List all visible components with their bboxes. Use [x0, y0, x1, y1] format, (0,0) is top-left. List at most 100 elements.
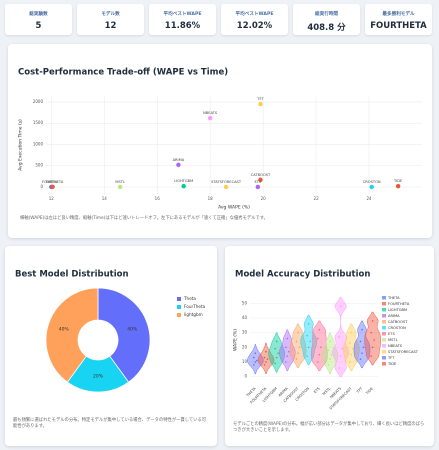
legend-label: THETA [387, 296, 400, 300]
point-label: TFT [256, 97, 264, 101]
x-tick-label: ARIMA [278, 386, 289, 397]
point [297, 352, 299, 354]
point [295, 340, 298, 343]
point [266, 358, 269, 360]
violin [311, 320, 328, 372]
legend-swatch [382, 344, 386, 348]
point [327, 349, 330, 352]
point [370, 331, 372, 334]
point [320, 346, 322, 349]
legend-swatch [382, 338, 386, 342]
point [349, 361, 351, 363]
point [286, 355, 289, 357]
chart-title: Model Accuracy Distribution [235, 270, 370, 280]
stat-label: 平均ベストWAPE [235, 12, 274, 17]
point [297, 331, 299, 334]
point [371, 346, 374, 349]
point [254, 352, 257, 354]
point [223, 184, 229, 190]
stat-value: 12.02% [236, 21, 273, 31]
legend-label: lightgbm [184, 312, 203, 317]
point [285, 361, 287, 363]
violin [364, 311, 381, 366]
y-tick-label: 50 [242, 300, 248, 305]
point-label: ETS [254, 180, 261, 184]
pie-slice [97, 287, 151, 383]
legend-label: FourTheta [184, 304, 206, 309]
y-tick-label: 10 [242, 359, 248, 364]
point [349, 342, 351, 344]
point [338, 336, 340, 338]
point [318, 328, 321, 331]
point [373, 339, 375, 341]
x-tick-label: 20 [261, 196, 267, 201]
point-label: LIGHTGBM [174, 179, 193, 183]
point [50, 184, 55, 189]
legend-label: LIGHTGBM [388, 308, 407, 312]
legend-label: NBEATS [388, 344, 403, 348]
legend-label: MSTL [388, 338, 398, 342]
point-label: THETA [45, 180, 58, 184]
x-tick-label: 14 [102, 196, 108, 201]
point [317, 361, 319, 363]
x-tick-label: TFT [355, 386, 364, 395]
legend-label: CROSTON [388, 326, 406, 330]
point [277, 352, 279, 354]
stat-value: FOURTHETA [370, 21, 427, 31]
point [371, 320, 374, 322]
point [361, 328, 363, 331]
point [117, 184, 123, 190]
x-tick-label: TIDE [365, 386, 375, 396]
legend-swatch [382, 296, 386, 300]
point [263, 364, 266, 366]
point [265, 350, 267, 353]
y-axis-label: Avg Execution Time (s) [18, 119, 24, 171]
stat-label: 平均ベストWAPE [163, 12, 202, 17]
violin [257, 342, 275, 374]
legend-label: ARIMA [388, 314, 400, 318]
slice-label: 40% [59, 326, 70, 332]
y-tick-label: 500 [35, 163, 43, 168]
point-label: MSTL [115, 180, 125, 184]
point [274, 348, 276, 350]
point [275, 340, 278, 343]
point-label: ARIMA [173, 158, 185, 162]
point [369, 184, 374, 190]
x-tick-label: ETS [313, 386, 321, 394]
y-tick-label: 20 [242, 344, 248, 349]
point [207, 115, 213, 121]
point [339, 305, 342, 308]
point [350, 353, 353, 356]
stat-value: 11.86% [164, 21, 201, 31]
point [330, 353, 333, 356]
point [295, 358, 298, 360]
point [286, 337, 289, 340]
point [285, 346, 287, 349]
point [327, 364, 330, 366]
point [288, 350, 290, 353]
point [361, 352, 363, 354]
pie-panel: Best Model Distribution 40% Theta 20% FourTh… [5, 246, 217, 446]
legend-label: ETS [388, 332, 395, 336]
point-label: CROSTON [363, 180, 381, 184]
point-label: STATSFORECAST [211, 180, 242, 184]
x-tick-label: MSTL [322, 387, 332, 397]
point [253, 364, 255, 366]
chart-title: Cost-Performance Trade-off (WAPE vs Time… [18, 68, 228, 78]
point [350, 331, 353, 334]
point [265, 361, 267, 363]
point [256, 359, 258, 362]
legend-label: FOURTHETA [388, 302, 410, 306]
y-tick-label: 1000 [33, 141, 44, 146]
chart: Model Accuracy Distribution 0 10 20 30 40 50 WA… [233, 270, 419, 411]
point [307, 346, 310, 349]
chart-note: モデルごとの精度(WAPE)の分布。幅が広い部分はデータが集中しており、細く長い… [233, 422, 425, 433]
stat-card: 平均ベストWAPE 11.86% [149, 4, 216, 35]
point [306, 355, 308, 357]
legend-swatch [382, 320, 386, 324]
chart-title: Best Model Distribution [15, 270, 129, 280]
pie-slice [45, 287, 99, 383]
point-label: TIDE [393, 179, 403, 183]
legend-swatch [382, 302, 386, 306]
